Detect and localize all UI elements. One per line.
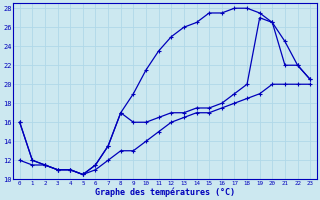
X-axis label: Graphe des températures (°C): Graphe des températures (°C) <box>95 187 235 197</box>
